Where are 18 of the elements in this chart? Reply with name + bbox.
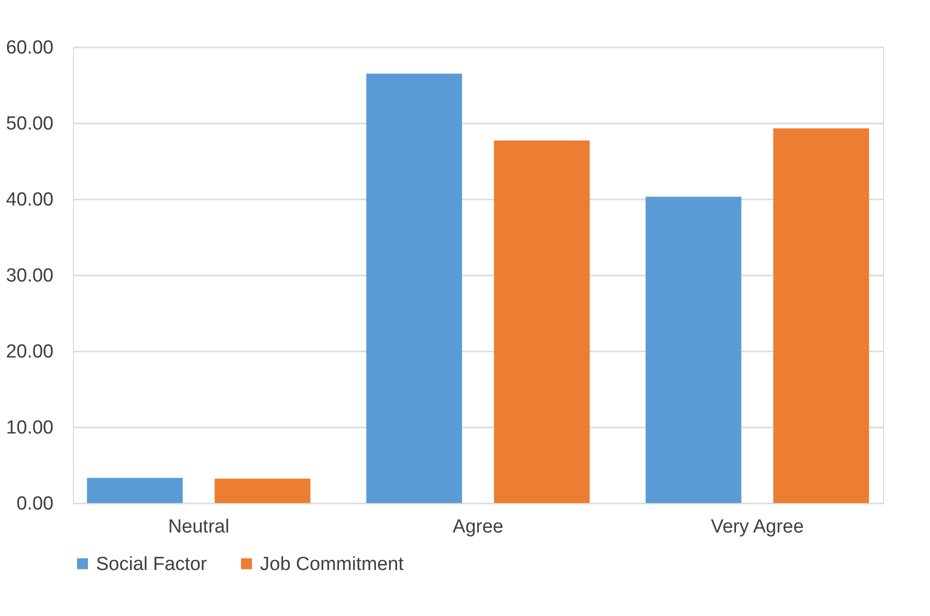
bar [366, 74, 462, 503]
bar [646, 196, 742, 503]
y-tick-label: 10.00 [6, 418, 54, 438]
x-tick-label: Neutral [168, 516, 230, 538]
y-tick-label: 40.00 [6, 190, 54, 210]
x-tick-label: Very Agree [710, 516, 804, 538]
bar [773, 128, 870, 503]
x-tick-label: Agree [452, 516, 504, 538]
y-tick-label: 0.00 [16, 494, 54, 514]
legend-label: Social Factor [96, 554, 208, 575]
y-tick-label: 50.00 [6, 114, 54, 134]
legend-label: Job Commitment [260, 554, 404, 575]
bar [214, 478, 310, 503]
y-tick-label: 60.00 [6, 38, 54, 58]
y-tick-label: 30.00 [6, 266, 54, 286]
y-tick-label: 20.00 [6, 342, 54, 362]
bar [86, 478, 183, 503]
bar [494, 140, 590, 503]
